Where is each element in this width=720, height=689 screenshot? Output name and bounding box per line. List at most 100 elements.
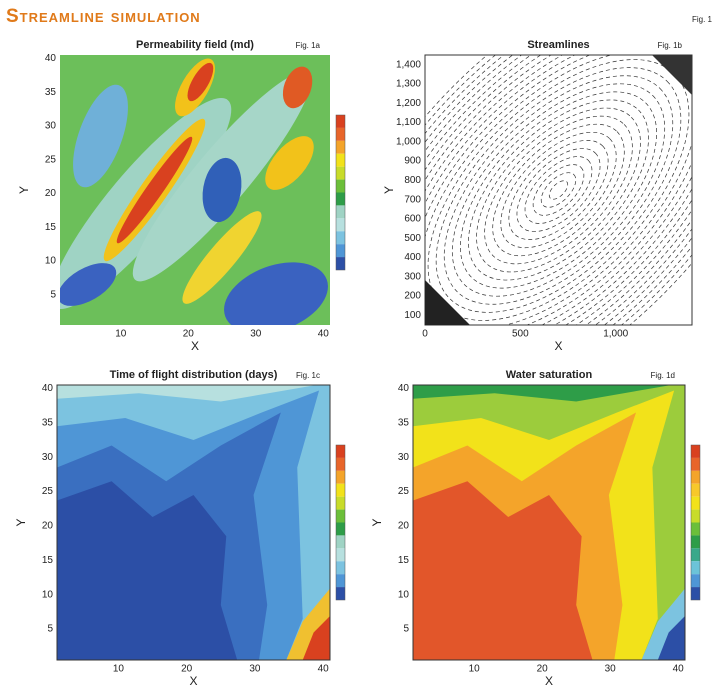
y-tick-label: 500: [404, 233, 421, 244]
y-tick-label: 1,400: [396, 59, 421, 70]
streamlines: [425, 55, 692, 325]
x-tick-label: 20: [537, 664, 549, 675]
streamline: [425, 55, 692, 325]
x-tick-label: 40: [318, 329, 330, 340]
y-tick-label: 35: [45, 87, 57, 98]
colorbar-step: [336, 115, 345, 128]
y-tick-label: 30: [42, 452, 54, 463]
y-tick-label: 200: [404, 291, 421, 302]
colorbar-step: [336, 218, 345, 232]
streamline: [435, 67, 682, 313]
colorbar-step: [691, 574, 700, 588]
colorbar-step: [336, 587, 345, 600]
colorbar-step: [691, 509, 700, 523]
colorbar-step: [691, 445, 700, 458]
colorbar-step: [336, 457, 345, 471]
streamline: [425, 55, 692, 325]
streamline: [548, 180, 569, 200]
y-tick-label: 900: [404, 156, 421, 167]
streamline: [425, 55, 692, 325]
y-tick-label: 25: [398, 486, 410, 497]
colorbar-step: [691, 483, 700, 497]
x-tick-label: 20: [183, 329, 195, 340]
field-patch: [116, 136, 193, 244]
panel-fig-label: Fig. 1c: [296, 371, 320, 380]
colorbar-step: [691, 470, 700, 484]
colorbar-step: [691, 535, 700, 549]
x-axis-label: X: [545, 674, 553, 688]
colorbar-step: [336, 561, 345, 575]
field-patch: [60, 263, 117, 306]
streamline: [492, 123, 625, 257]
panel-fig-label: Fig. 1b: [658, 41, 683, 50]
y-tick-label: 20: [45, 188, 57, 199]
x-tick-label: 10: [469, 664, 481, 675]
y-axis-label: Y: [17, 186, 31, 194]
figure-title: Streamline simulation: [6, 6, 201, 27]
x-tick-label: 1,000: [603, 329, 628, 340]
colorbar-step: [336, 548, 345, 562]
colorbar-step: [336, 574, 345, 588]
field-patch: [224, 262, 328, 325]
streamline: [425, 55, 692, 325]
streamline: [524, 156, 593, 224]
colorbar-step: [336, 127, 345, 141]
field-corner: [657, 616, 685, 660]
y-tick-label: 700: [404, 194, 421, 205]
x-tick-label: 10: [115, 329, 127, 340]
y-axis-label: Y: [14, 518, 28, 526]
field-patch: [187, 62, 214, 102]
colorbar-step: [336, 522, 345, 536]
streamline: [425, 55, 692, 325]
x-axis-label: X: [189, 674, 197, 688]
streamline: [425, 55, 692, 325]
y-tick-label: 30: [45, 121, 57, 132]
colorbar-step: [691, 496, 700, 510]
x-tick-label: 20: [181, 664, 193, 675]
field-patch: [202, 157, 242, 223]
y-tick-label: 25: [42, 486, 54, 497]
y-tick-label: 15: [45, 222, 57, 233]
colorbar-step: [336, 244, 345, 258]
streamline: [443, 75, 674, 305]
y-tick-label: 600: [404, 214, 421, 225]
panel-title: Time of flight distribution (days): [110, 369, 278, 381]
y-tick-label: 10: [398, 589, 410, 600]
field-patch: [282, 66, 313, 109]
x-tick-label: 40: [318, 664, 330, 675]
x-tick-label: 0: [422, 329, 428, 340]
y-tick-label: 1,000: [396, 136, 421, 147]
x-axis-label: X: [191, 339, 199, 353]
colorbar-frame: [335, 114, 346, 271]
field-patch: [73, 84, 128, 188]
panel-title: Permeability field (md): [136, 39, 254, 51]
y-tick-label: 40: [398, 383, 410, 394]
dense-corner: [425, 280, 470, 325]
y-tick-label: 20: [398, 521, 410, 532]
x-tick-label: 40: [673, 664, 685, 675]
y-tick-label: 30: [398, 452, 410, 463]
y-tick-label: 1,100: [396, 117, 421, 128]
x-tick-label: 30: [605, 664, 617, 675]
y-tick-label: 100: [404, 310, 421, 321]
colorbar-step: [336, 496, 345, 510]
colorbar-step: [691, 457, 700, 471]
y-tick-label: 800: [404, 175, 421, 186]
y-axis-label: Y: [382, 186, 396, 194]
field-corner: [302, 616, 330, 660]
dense-corner: [652, 55, 692, 95]
plot-frame: [412, 384, 686, 661]
colorbar-step: [336, 445, 345, 458]
panel-title: Streamlines: [527, 39, 589, 51]
colorbar-step: [336, 140, 345, 154]
y-axis-label: Y: [370, 518, 384, 526]
streamline: [532, 164, 585, 216]
streamline: [516, 148, 601, 232]
streamline: [540, 172, 577, 208]
colorbar-step: [336, 535, 345, 549]
y-tick-label: 5: [403, 624, 409, 635]
colorbar-step: [336, 509, 345, 523]
panel-title: Water saturation: [506, 369, 593, 381]
y-tick-label: 15: [42, 555, 54, 566]
